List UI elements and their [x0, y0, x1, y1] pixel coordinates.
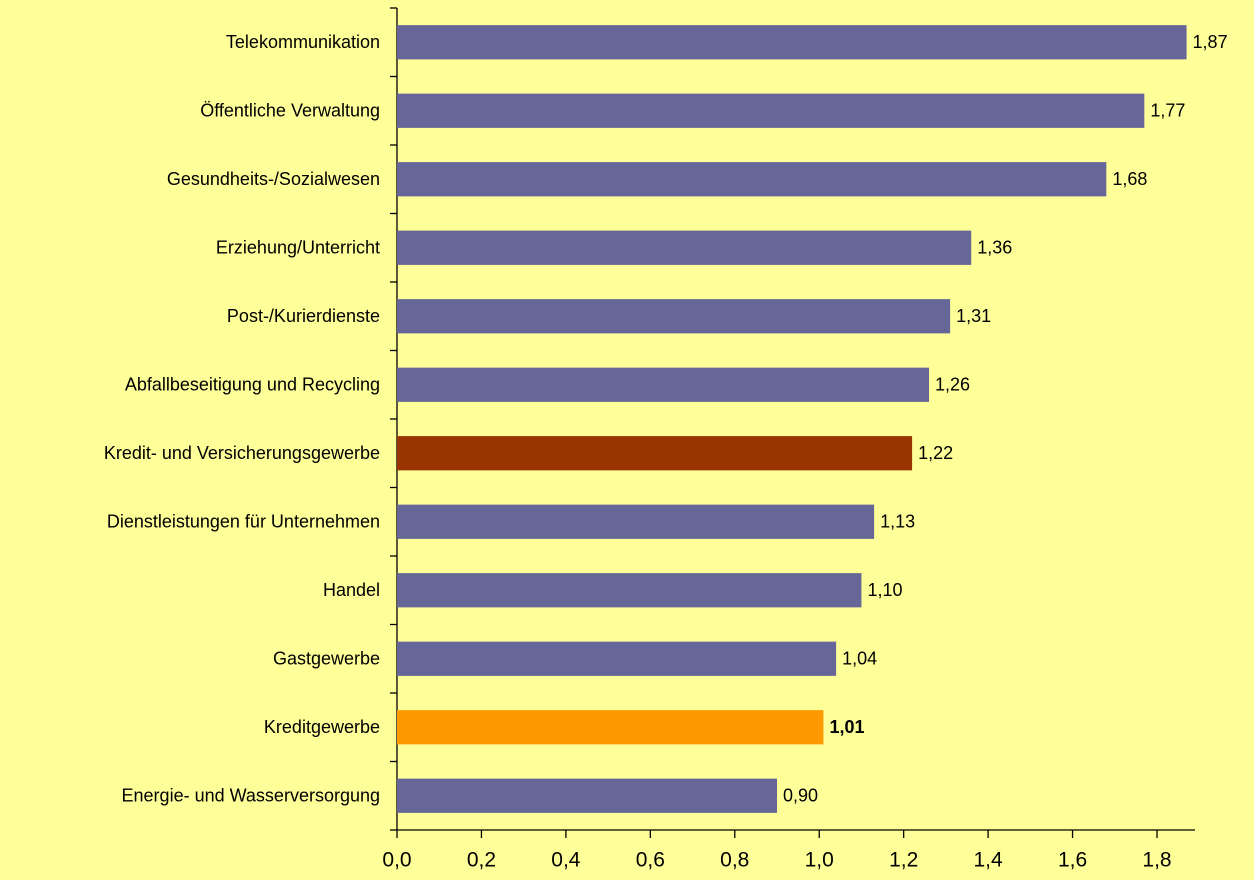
- x-tick-label: 0,8: [720, 849, 749, 872]
- value-label: 1,22: [918, 443, 953, 463]
- category-label: Öffentliche Verwaltung: [200, 101, 380, 121]
- category-label: Abfallbeseitigung und Recycling: [125, 375, 380, 395]
- value-label: 1,77: [1150, 101, 1185, 121]
- value-label: 1,68: [1112, 169, 1147, 189]
- x-tick-label: 1,6: [1058, 849, 1087, 872]
- value-label: 1,36: [977, 238, 1012, 258]
- x-tick-label: 1,2: [889, 849, 918, 872]
- bar: [397, 573, 862, 608]
- category-label: Handel: [323, 580, 380, 600]
- bar: [397, 367, 929, 402]
- x-tick-label: 1,0: [805, 849, 834, 872]
- bar: [397, 778, 777, 813]
- x-tick-label: 0,2: [467, 849, 496, 872]
- bar: [397, 436, 913, 471]
- value-label: 1,26: [935, 375, 970, 395]
- x-tick-label: 0,0: [382, 849, 411, 872]
- value-label: 0,90: [783, 786, 818, 806]
- category-label: Energie- und Wasserversorgung: [122, 786, 380, 806]
- category-label: Erziehung/Unterricht: [216, 238, 380, 258]
- x-tick-label: 1,8: [1142, 849, 1171, 872]
- bar: [397, 504, 875, 539]
- bar: [397, 162, 1107, 197]
- value-label: 1,13: [880, 512, 915, 532]
- value-label: 1,31: [956, 306, 991, 326]
- category-label: Telekommunikation: [226, 32, 380, 52]
- bar: [397, 641, 837, 676]
- x-tick-label: 1,4: [974, 849, 1004, 872]
- category-label: Kredit- und Versicherungsgewerbe: [104, 443, 380, 463]
- x-tick-label: 0,4: [551, 849, 581, 872]
- bar: [397, 25, 1187, 60]
- category-label: Post-/Kurierdienste: [227, 306, 380, 326]
- bar: [397, 299, 951, 334]
- x-tick-label: 0,6: [636, 849, 665, 872]
- category-label: Kreditgewerbe: [264, 717, 380, 737]
- category-label: Gastgewerbe: [273, 649, 380, 669]
- category-label: Dienstleistungen für Unternehmen: [107, 512, 380, 532]
- category-label: Gesundheits-/Sozialwesen: [167, 169, 380, 189]
- value-label: 1,04: [842, 649, 877, 669]
- bar: [397, 230, 972, 265]
- value-label: 1,01: [829, 717, 864, 737]
- value-label: 1,87: [1193, 32, 1228, 52]
- bar: [397, 710, 824, 745]
- value-label: 1,10: [867, 580, 902, 600]
- bar: [397, 93, 1145, 128]
